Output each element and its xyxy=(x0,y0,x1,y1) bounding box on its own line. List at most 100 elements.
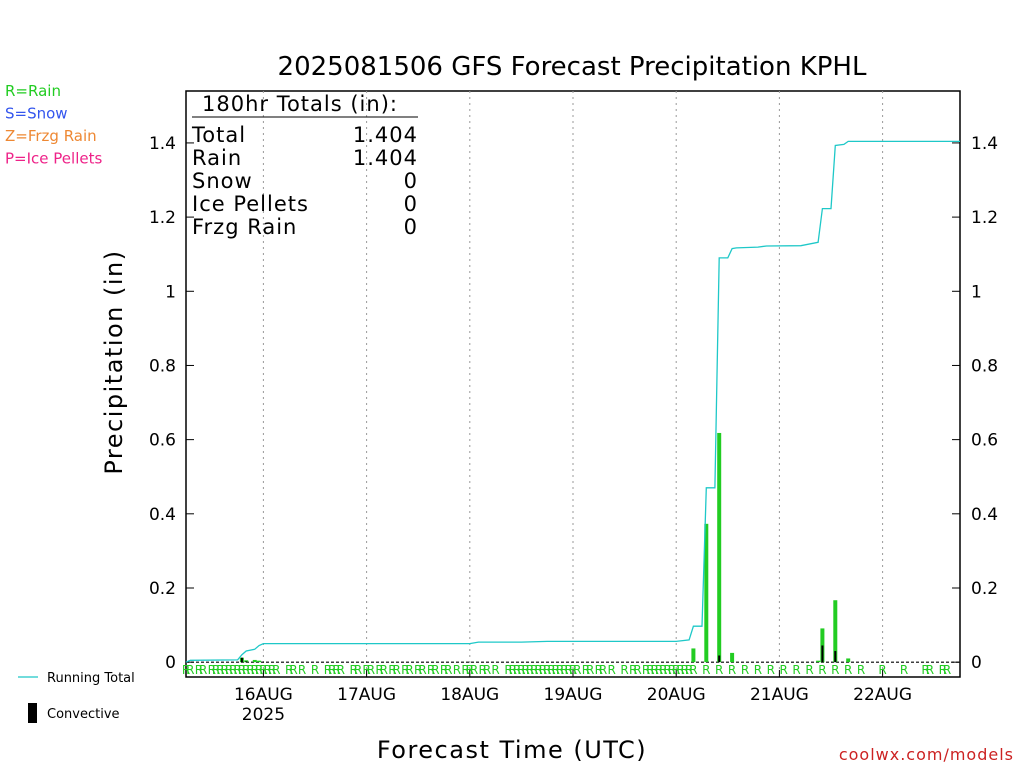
ptype-mark: R xyxy=(642,663,650,677)
x-tick-label: 19AUG xyxy=(544,685,603,705)
ptype-mark: R xyxy=(427,663,435,677)
y-tick-label: 1.2 xyxy=(149,208,176,228)
ptype-mark: R xyxy=(393,663,401,677)
ptype-mark: R xyxy=(229,663,237,677)
ptype-mark: R xyxy=(552,663,560,677)
precip-bar xyxy=(833,600,838,663)
ptype-mark: R xyxy=(560,663,568,677)
ptype-mark: R xyxy=(629,663,637,677)
totals-row-value: 0 xyxy=(404,169,418,193)
ptype-legend-item: S=Snow xyxy=(5,105,68,123)
x-tick-label: 16AUG xyxy=(234,685,293,705)
ptype-mark: R xyxy=(268,663,276,677)
precip-bar xyxy=(691,648,696,663)
ptype-mark: R xyxy=(780,663,788,677)
ptype-mark: R xyxy=(539,663,547,677)
y-tick-label: 0.8 xyxy=(971,356,998,376)
totals-row-value: 1.404 xyxy=(353,146,418,170)
ptype-mark: R xyxy=(595,663,603,677)
precip-bar xyxy=(252,659,257,663)
ptype-mark: R xyxy=(728,663,736,677)
ptype-mark: R xyxy=(182,663,190,677)
ptype-mark: R xyxy=(405,663,413,677)
y-tick-label: 0.2 xyxy=(149,579,176,599)
ptype-mark: R xyxy=(259,663,267,677)
y-tick-label: 1 xyxy=(971,282,982,302)
y-tick-label: 0.4 xyxy=(149,505,176,525)
totals-row-label: Ice Pellets xyxy=(192,192,309,216)
ptype-mark: R xyxy=(831,663,839,677)
ptype-mark: R xyxy=(350,663,358,677)
totals-row-label: Frzg Rain xyxy=(192,215,297,239)
ptype-mark: R xyxy=(238,663,246,677)
ptype-mark: R xyxy=(272,663,280,677)
ptype-mark: R xyxy=(453,663,461,677)
x-tick-label: 18AUG xyxy=(440,685,499,705)
ptype-mark: R xyxy=(676,663,684,677)
ptype-mark: R xyxy=(483,663,491,677)
totals-row-value: 1.404 xyxy=(353,123,418,147)
precip-type-legend: R=Rain S=Snow Z=Frzg Rain P=Ice Pellets xyxy=(5,82,102,168)
convective-legend-swatch xyxy=(28,703,37,723)
convective-bar xyxy=(821,645,824,663)
ptype-mark: R xyxy=(857,663,865,677)
ptype-mark: R xyxy=(255,663,263,677)
day-gridlines xyxy=(262,91,884,677)
convective-bar xyxy=(245,661,248,663)
y-tick-label: 0.6 xyxy=(149,431,176,451)
ptype-mark: R xyxy=(337,663,345,677)
ptype-mark: R xyxy=(672,663,680,677)
totals-row-label: Rain xyxy=(192,146,242,170)
precip-bar xyxy=(816,660,821,663)
ptype-mark: R xyxy=(939,663,947,677)
y-axis-label: Precipitation (in) xyxy=(100,249,128,474)
y-tick-label: 0.6 xyxy=(971,431,998,451)
ptype-mark: R xyxy=(440,663,448,677)
ptype-mark: R xyxy=(620,663,628,677)
totals-row-value: 0 xyxy=(404,215,418,239)
ptype-mark: R xyxy=(216,663,224,677)
ptype-mark: R xyxy=(298,663,306,677)
ptype-mark: R xyxy=(573,663,581,677)
ptype-mark: R xyxy=(668,663,676,677)
ptype-mark: R xyxy=(900,663,908,677)
ptype-mark: R xyxy=(805,663,813,677)
precip-bar xyxy=(717,432,722,663)
y-tick-label: 1.2 xyxy=(971,208,998,228)
ptype-mark: R xyxy=(646,663,654,677)
series-legend: Running Total Convective xyxy=(18,671,135,723)
ptype-mark: R xyxy=(655,663,663,677)
precip-bar xyxy=(820,628,825,663)
ptype-mark: R xyxy=(943,663,951,677)
ptype-mark: R xyxy=(246,663,254,677)
ptype-mark: R xyxy=(582,663,590,677)
convective-bar xyxy=(834,651,837,663)
ptype-mark: R xyxy=(388,663,396,677)
credit-text: coolwx.com/models xyxy=(839,745,1014,764)
convective-bar xyxy=(240,657,243,663)
ptype-mark: R xyxy=(195,663,203,677)
ptype-mark: R xyxy=(651,663,659,677)
x-tick-label: 17AUG xyxy=(337,685,396,705)
ptype-mark: R xyxy=(517,663,525,677)
precip-bar xyxy=(257,660,262,663)
ptype-mark: R xyxy=(225,663,233,677)
ptype-mark: R xyxy=(479,663,487,677)
ptype-legend-item: P=Ice Pellets xyxy=(5,150,102,168)
ptype-mark: R xyxy=(534,663,542,677)
ptype-mark: R xyxy=(186,663,194,677)
ptype-legend-item: Z=Frzg Rain xyxy=(5,127,97,145)
ptype-mark: R xyxy=(264,663,272,677)
ptype-mark: R xyxy=(324,663,332,677)
ptype-mark: R xyxy=(921,663,929,677)
ptype-mark: R xyxy=(741,663,749,677)
x-tick-label: 20AUG xyxy=(647,685,706,705)
ptype-mark: R xyxy=(367,663,375,677)
y-tick-label: 1 xyxy=(165,282,176,302)
ptype-mark: R xyxy=(466,663,474,677)
ptype-mark: R xyxy=(221,663,229,677)
y-axis-left: 0 0.2 0.4 0.6 0.8 1 1.2 1.4 xyxy=(149,134,194,673)
x-tick-sublabel: 2025 xyxy=(242,705,285,725)
precip-bar xyxy=(846,658,851,663)
